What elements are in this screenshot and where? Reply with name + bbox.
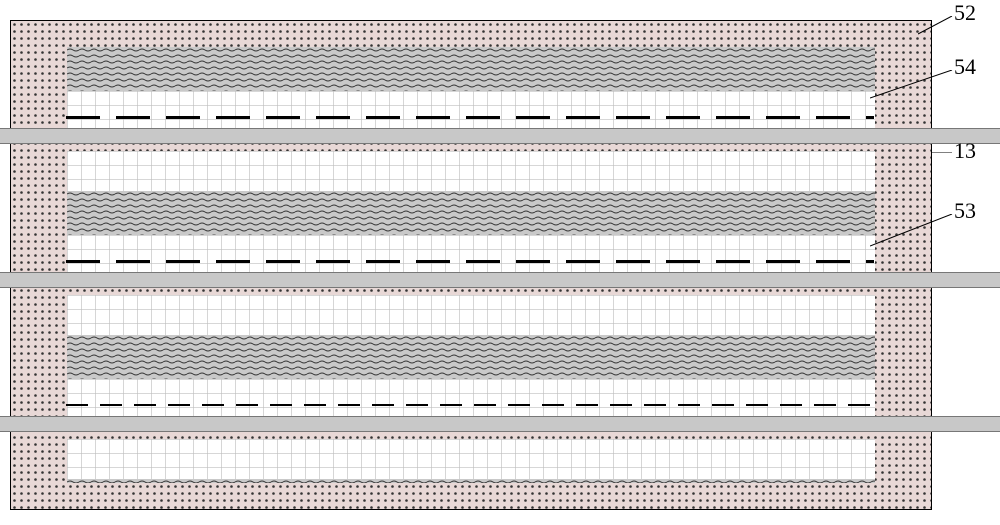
grid-stripe (67, 151, 875, 191)
substrate-plate (10, 20, 932, 510)
bar-13 (0, 416, 1000, 432)
bar-13 (0, 128, 1000, 144)
grid-stripe (67, 379, 875, 419)
wave-stripe (67, 191, 875, 235)
dashed-line-54 (66, 260, 874, 263)
grid-stripe (67, 235, 875, 275)
callout-53: 53 (954, 198, 976, 224)
leader-line (918, 16, 954, 36)
grid-stripe (67, 91, 875, 131)
bar-13 (0, 272, 1000, 288)
leader-line (932, 152, 954, 154)
grid-stripe (67, 295, 875, 335)
dashed-line-54 (66, 116, 874, 119)
grid-stripe (67, 439, 875, 479)
leader-line (870, 70, 954, 100)
leader-line (870, 214, 954, 248)
callout-13: 13 (954, 138, 976, 164)
wave-stripe (67, 47, 875, 91)
wave-stripe (67, 335, 875, 379)
callout-52: 52 (954, 0, 976, 26)
wave-stripe (67, 479, 875, 483)
callout-54: 54 (954, 54, 976, 80)
dashed-line-54 (66, 404, 874, 406)
